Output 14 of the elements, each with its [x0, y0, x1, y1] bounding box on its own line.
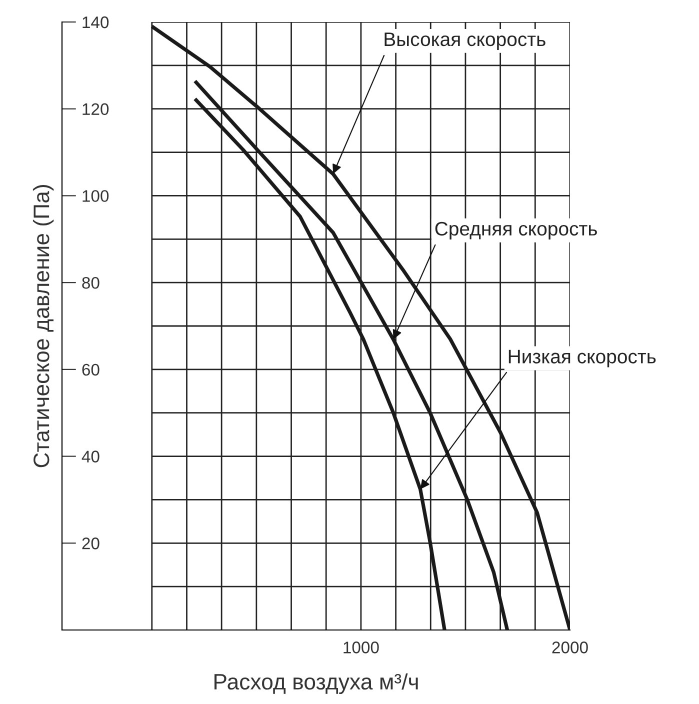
y-tick-label: 80 [82, 276, 100, 289]
y-tick-label: 100 [82, 190, 109, 202]
y-tick-label: 60 [82, 364, 100, 376]
y-tick-label: 40 [82, 450, 100, 462]
annotation: Высокая скорость [384, 32, 546, 50]
y-tick-label: 20 [82, 538, 100, 550]
y-tick-label: 120 [82, 103, 109, 116]
x-tick-label: 1000 [344, 642, 379, 654]
y-tick-label: 140 [82, 16, 109, 28]
y-axis-title: Статическое давление (Па) [32, 185, 54, 468]
x-tick-label: 2000 [552, 642, 588, 654]
annotation: Низкая скорость [508, 350, 656, 368]
x-axis-title: Расход воздуха м³/ч [214, 673, 418, 694]
annotation: Средняя скорость [435, 222, 597, 240]
